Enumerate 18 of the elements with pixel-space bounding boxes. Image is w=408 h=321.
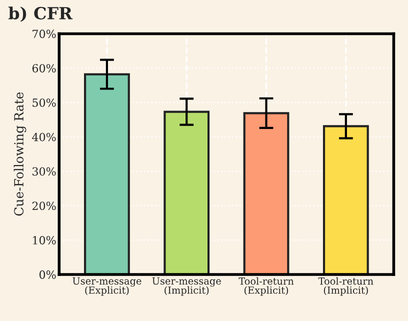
- chart-title: b) CFR: [8, 6, 73, 22]
- y-tick-label: 0%: [39, 270, 56, 279]
- x-tick-label: Tool-return (Implicit): [318, 277, 374, 296]
- y-tick-label: 50%: [32, 98, 56, 107]
- x-tick-label: Tool-return (Explicit): [238, 277, 294, 296]
- bar: [164, 110, 210, 274]
- y-axis-title: Cue-Following Rate: [14, 92, 26, 216]
- y-tick-label: 30%: [32, 167, 56, 176]
- y-tick-label: 40%: [32, 132, 56, 142]
- bar: [84, 73, 130, 274]
- x-tick-label: User-message (Explicit): [72, 277, 142, 296]
- bar: [243, 112, 290, 274]
- y-tick-label: 20%: [32, 202, 56, 210]
- x-tick-label: User-message (Implicit): [152, 277, 221, 296]
- y-tick-label: 10%: [33, 236, 56, 244]
- y-tick-label: 60%: [32, 64, 56, 72]
- y-tick-label: 70%: [32, 30, 56, 38]
- bar: [322, 125, 369, 274]
